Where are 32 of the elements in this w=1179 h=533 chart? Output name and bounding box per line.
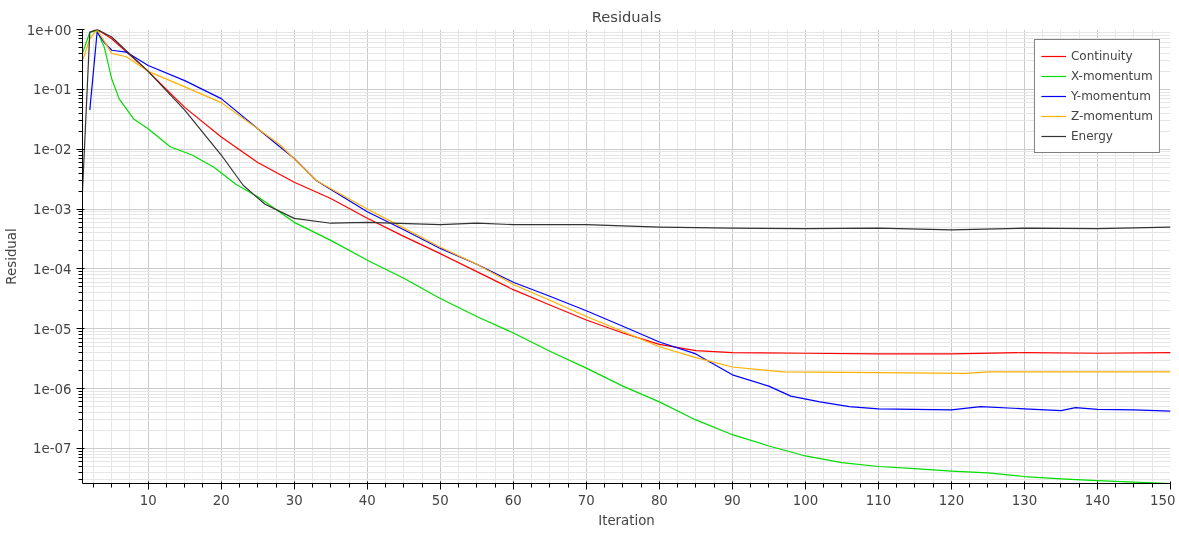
x-axis-title: Iteration <box>598 512 655 528</box>
y-tick-label: 1e+00 <box>26 22 72 38</box>
x-tick-label: 30 <box>285 492 303 508</box>
x-tick-label: 20 <box>212 492 230 508</box>
x-tick-label: 110 <box>865 492 892 508</box>
legend-label: Continuity <box>1070 49 1133 63</box>
x-tick-label: 70 <box>577 492 595 508</box>
x-tick-label: 90 <box>723 492 741 508</box>
y-tick-label: 1e-03 <box>33 202 72 218</box>
legend-label: Energy <box>1070 129 1113 143</box>
legend-label: Z-momentum <box>1070 109 1153 123</box>
y-tick-label: 1e-06 <box>33 381 72 397</box>
x-tick-label: 10 <box>139 492 157 508</box>
x-tick-label: 130 <box>1011 492 1038 508</box>
x-tick-label: 60 <box>504 492 522 508</box>
x-tick-label: 150 <box>1150 492 1176 508</box>
y-axis-title: Residual <box>3 228 19 285</box>
y-tick-label: 1e-05 <box>33 321 72 337</box>
x-tick-label: 140 <box>1084 492 1111 508</box>
x-tick-label: 80 <box>650 492 668 508</box>
x-tick-label: 120 <box>938 492 965 508</box>
x-tick-label: 40 <box>358 492 376 508</box>
legend-label: X-momentum <box>1070 69 1153 83</box>
y-tick-label: 1e-02 <box>33 142 72 158</box>
y-tick-label: 1e-01 <box>33 82 72 98</box>
y-tick-label: 1e-04 <box>33 261 72 277</box>
line-series <box>82 29 1171 231</box>
legend-label: Y-momentum <box>1070 89 1151 103</box>
chart-title: Residuals <box>591 7 662 25</box>
y-tick-label: 1e-07 <box>33 441 72 457</box>
x-tick-label: 100 <box>792 492 819 508</box>
x-tick-label: 50 <box>431 492 449 508</box>
